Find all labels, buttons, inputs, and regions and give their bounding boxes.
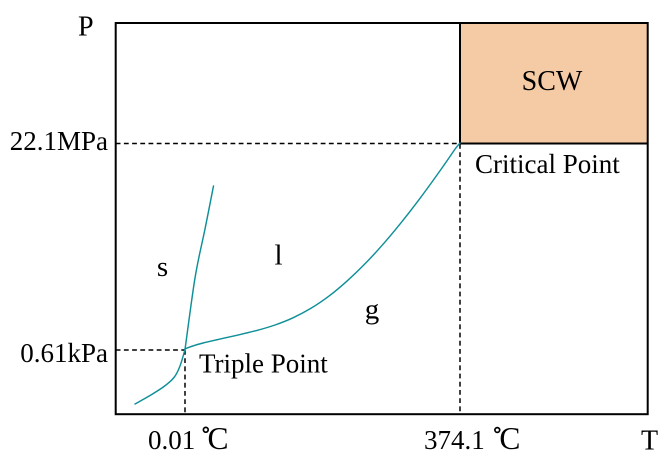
svg-text:22.1MPa: 22.1MPa: [10, 126, 108, 156]
svg-text:P: P: [78, 11, 94, 42]
svg-text:s: s: [157, 251, 168, 283]
svg-text:l: l: [275, 240, 283, 272]
svg-text:g: g: [365, 294, 380, 326]
svg-text:T: T: [641, 426, 658, 457]
svg-text:Critical Point: Critical Point: [475, 149, 620, 179]
svg-text:C: C: [208, 421, 229, 456]
svg-text:C: C: [499, 421, 520, 456]
svg-text:374.1: 374.1: [424, 425, 485, 455]
svg-text:0.01: 0.01: [148, 425, 195, 455]
svg-text:Triple Point: Triple Point: [199, 349, 328, 379]
svg-text:0.61kPa: 0.61kPa: [20, 338, 108, 368]
svg-text:SCW: SCW: [522, 66, 583, 97]
